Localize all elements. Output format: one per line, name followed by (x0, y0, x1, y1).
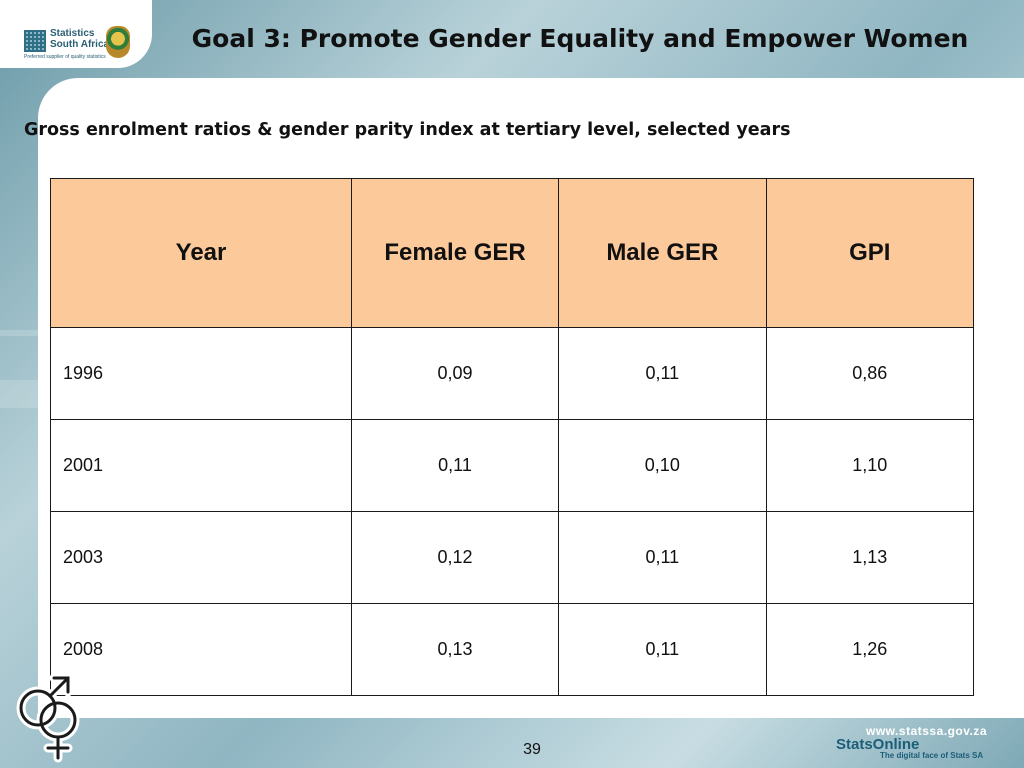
cell-male-ger: 0,11 (558, 511, 767, 604)
coat-of-arms-icon (106, 26, 130, 58)
table-row: 2008 0,13 0,11 1,26 (49, 603, 975, 696)
header-female-ger: Female GER (351, 178, 560, 328)
cell-gpi: 1,10 (765, 419, 975, 512)
cell-female-ger: 0,13 (351, 603, 560, 696)
bg-stripe (0, 380, 38, 408)
cell-male-ger: 0,11 (558, 603, 767, 696)
cell-female-ger: 0,12 (351, 511, 560, 604)
table-row: 2001 0,11 0,10 1,10 (49, 419, 975, 512)
logo-name: Statistics South Africa (50, 28, 110, 50)
page-number: 39 (523, 741, 541, 758)
logo-tagline: Preferred supplier of quality statistics (24, 54, 106, 60)
cell-gpi: 1,26 (765, 603, 975, 696)
slide-title: Goal 3: Promote Gender Equality and Empo… (191, 24, 969, 53)
cell-male-ger: 0,10 (558, 419, 767, 512)
table-row: 1996 0,09 0,11 0,86 (49, 327, 975, 420)
enrolment-table: Year Female GER Male GER GPI 1996 0,09 0… (49, 178, 975, 696)
statsonline-tagline: The digital face of Stats SA (880, 751, 984, 760)
gender-symbol-icon (16, 673, 80, 763)
cell-year: 2001 (49, 419, 353, 512)
cell-gpi: 1,13 (765, 511, 975, 604)
cell-year: 2003 (49, 511, 353, 604)
header-year: Year (49, 178, 353, 328)
statssa-logo: Statistics South Africa Preferred suppli… (0, 0, 152, 68)
cell-female-ger: 0,09 (351, 327, 560, 420)
statsonline-logo: StatsOnline (836, 736, 920, 753)
cell-year: 2008 (49, 603, 353, 696)
header-male-ger: Male GER (558, 178, 767, 328)
table-caption: Gross enrolment ratios & gender parity i… (24, 120, 791, 140)
footer-url[interactable]: www.statssa.gov.za (866, 724, 988, 738)
statssa-grid-icon (24, 30, 46, 52)
bg-stripe (0, 330, 38, 336)
table-header-row: Year Female GER Male GER GPI (49, 178, 975, 328)
table-row: 2003 0,12 0,11 1,13 (49, 511, 975, 604)
cell-female-ger: 0,11 (351, 419, 560, 512)
cell-male-ger: 0,11 (558, 327, 767, 420)
header-gpi: GPI (765, 178, 975, 328)
cell-year: 1996 (49, 327, 353, 420)
cell-gpi: 0,86 (765, 327, 975, 420)
